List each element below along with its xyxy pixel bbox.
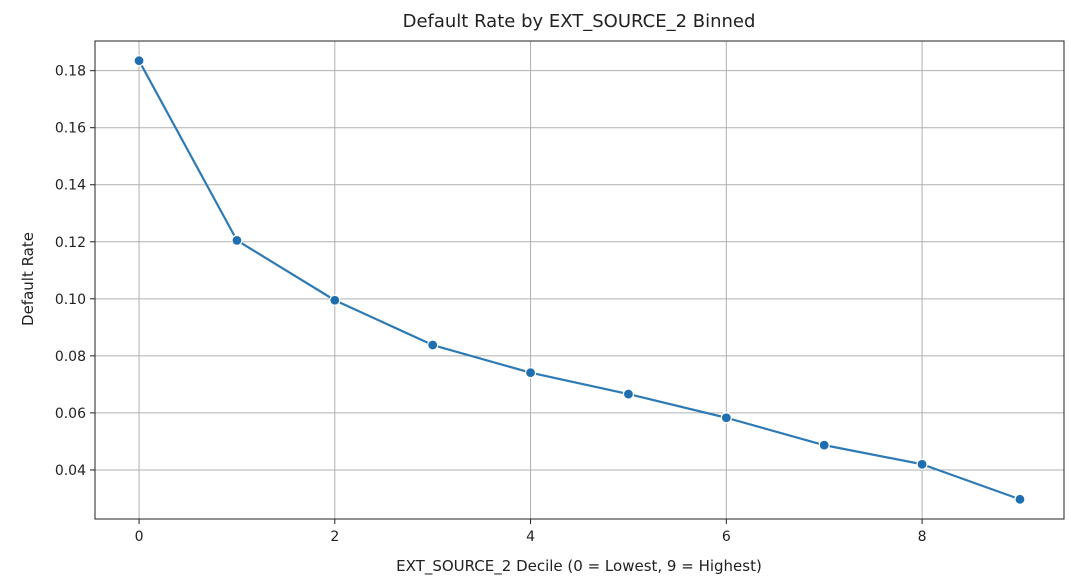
y-tick-label: 0.04 bbox=[55, 463, 86, 479]
chart-title: Default Rate by EXT_SOURCE_2 Binned bbox=[403, 11, 756, 32]
x-axis-label: EXT_SOURCE_2 Decile (0 = Lowest, 9 = Hig… bbox=[396, 557, 762, 576]
y-tick-label: 0.14 bbox=[55, 178, 86, 194]
axes: 0 2 4 6 8 0.04 0.06 0.08 0.10 0.12 0.14 0.16 0.18 bbox=[55, 40, 1065, 545]
x-tick-label: 0 bbox=[135, 529, 144, 545]
x-tick-label: 8 bbox=[918, 529, 927, 545]
x-tick-label: 6 bbox=[722, 529, 731, 545]
y-tick-label: 0.06 bbox=[55, 406, 86, 422]
y-tick-label: 0.18 bbox=[55, 64, 86, 80]
data-point bbox=[720, 412, 732, 424]
y-axis-label: Default Rate bbox=[19, 232, 37, 326]
data-point bbox=[231, 234, 243, 246]
series-line bbox=[137, 59, 1022, 501]
data-point bbox=[1014, 493, 1026, 505]
data-point bbox=[622, 388, 635, 400]
x-tick-label: 2 bbox=[330, 529, 339, 545]
data-point bbox=[427, 339, 439, 351]
data-point bbox=[329, 294, 341, 306]
plot-frame bbox=[94, 40, 1065, 520]
y-tick-label: 0.16 bbox=[55, 121, 86, 137]
y-tick-label: 0.10 bbox=[55, 292, 86, 308]
grid bbox=[95, 41, 1064, 519]
series-group bbox=[133, 55, 1026, 505]
data-point bbox=[818, 439, 830, 451]
data-point bbox=[133, 55, 145, 67]
data-point bbox=[524, 367, 537, 379]
x-tick-label: 4 bbox=[526, 529, 535, 545]
data-point bbox=[916, 458, 928, 470]
y-tick-label: 0.08 bbox=[55, 349, 86, 365]
y-tick-label: 0.12 bbox=[55, 235, 86, 251]
